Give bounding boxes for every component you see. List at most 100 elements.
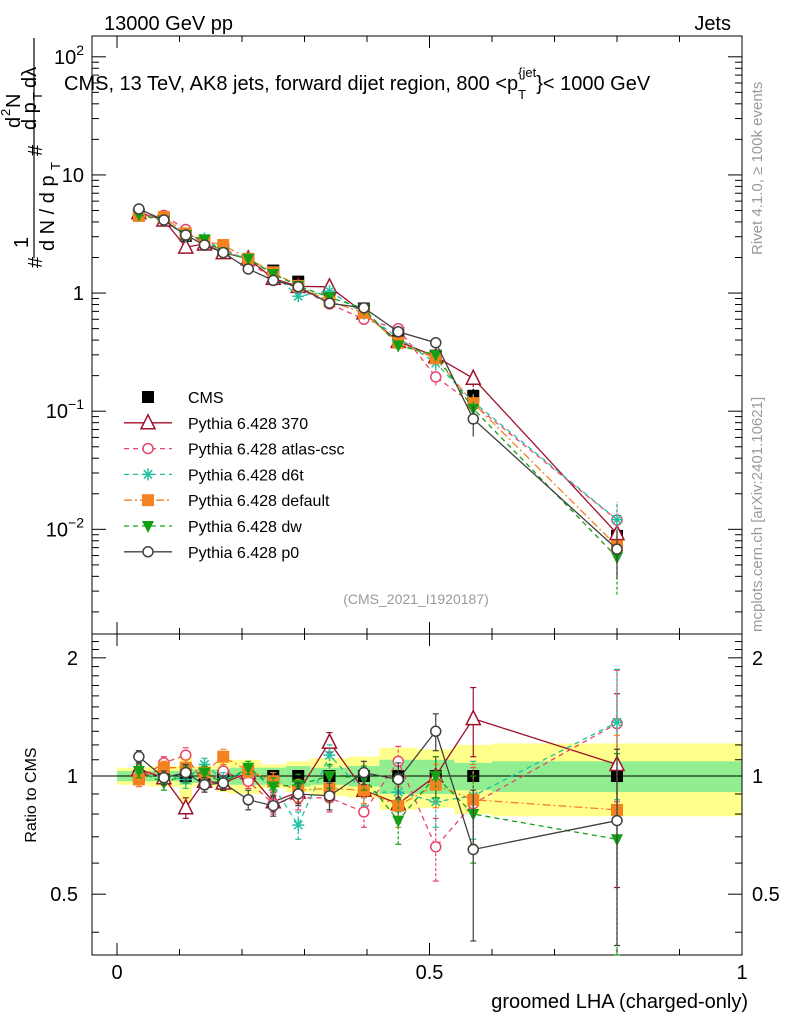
ratio-series bbox=[130, 668, 626, 956]
ratio-point bbox=[392, 799, 405, 812]
legend-label: CMS bbox=[188, 390, 224, 407]
data-point bbox=[358, 302, 370, 314]
ratio-point bbox=[323, 790, 336, 802]
x-tick-label: 1 bbox=[736, 962, 747, 984]
data-point bbox=[133, 203, 145, 215]
ratio-point bbox=[198, 779, 211, 791]
legend-item: Pythia 6.428 dw bbox=[124, 519, 302, 536]
ratio-point bbox=[392, 815, 405, 828]
ratio-point bbox=[180, 766, 192, 779]
data-point bbox=[430, 371, 442, 383]
svg-text:T: T bbox=[30, 92, 45, 100]
ratio-point bbox=[267, 799, 279, 812]
ratio-point bbox=[133, 750, 145, 763]
data-point bbox=[242, 253, 255, 266]
svg-text:N: N bbox=[3, 94, 25, 108]
x-tick-label: 0.5 bbox=[416, 962, 444, 984]
rivet-label: Rivet 4.1.0, ≥ 100k events bbox=[749, 82, 766, 255]
ratio-y-tick-label: 2 bbox=[67, 648, 78, 670]
ratio-y-tick-label-right: 1 bbox=[752, 766, 763, 788]
y-tick-label: 102 bbox=[54, 42, 84, 69]
legend-marker bbox=[143, 469, 153, 480]
ratio-point bbox=[430, 841, 442, 853]
legend-marker bbox=[142, 494, 154, 507]
mcplots-label: mcplots.cern.ch [arXiv:2401.10621] bbox=[749, 397, 766, 632]
svg-text:#: # bbox=[25, 144, 47, 156]
ratio-y-axis-label: Ratio to CMS bbox=[23, 747, 40, 842]
legend-marker bbox=[142, 391, 154, 403]
legend-label: Pythia 6.428 dw bbox=[188, 519, 302, 536]
data-point bbox=[392, 340, 405, 353]
data-point bbox=[392, 326, 404, 338]
data-point bbox=[292, 281, 304, 293]
svg-text:2: 2 bbox=[0, 109, 13, 116]
data-point bbox=[217, 246, 229, 259]
legend-marker bbox=[142, 521, 154, 533]
data-point bbox=[323, 297, 336, 309]
svg-text:1: 1 bbox=[11, 237, 33, 248]
header-left: 13000 GeV pp bbox=[104, 13, 233, 35]
ratio-line bbox=[138, 721, 618, 827]
axes: 0 0.5 1 10−2 10−1 1 10 102 0.5 0.5 1 1 2 2 bbox=[46, 35, 780, 984]
legend-item: Pythia 6.428 d6t bbox=[124, 467, 304, 484]
legend-item: Pythia 6.428 p0 bbox=[124, 545, 299, 562]
ratio-point bbox=[323, 771, 336, 784]
ratio-point bbox=[430, 725, 442, 738]
analysis-tag: (CMS_2021_I1920187) bbox=[343, 591, 489, 607]
svg-text:#: # bbox=[25, 256, 47, 268]
ratio-point bbox=[429, 778, 442, 791]
ratio-point bbox=[612, 717, 622, 728]
ratio-line bbox=[138, 723, 618, 849]
legend-item: Pythia 6.428 atlas-csc bbox=[124, 442, 345, 459]
ratio-point bbox=[267, 781, 280, 794]
legend-marker bbox=[142, 442, 154, 455]
data-point bbox=[430, 336, 442, 349]
main-series bbox=[130, 202, 626, 595]
svg-text:d: d bbox=[3, 117, 25, 128]
ratio-y-tick-label: 0.5 bbox=[50, 884, 78, 906]
data-point bbox=[198, 239, 211, 251]
ratio-point bbox=[392, 773, 404, 786]
data-point bbox=[429, 349, 442, 362]
legend-marker bbox=[139, 413, 157, 430]
ratio-series-pythia-6-428-p0 bbox=[133, 713, 623, 947]
svg-text:T: T bbox=[48, 162, 63, 170]
data-point bbox=[158, 214, 170, 226]
ratio-point bbox=[429, 771, 442, 784]
data-point bbox=[467, 413, 479, 425]
legend-label: Pythia 6.428 default bbox=[188, 493, 330, 510]
ratio-point bbox=[198, 767, 211, 780]
x-axis-label: groomed LHA (charged-only) bbox=[491, 991, 748, 1013]
legend-label: Pythia 6.428 d6t bbox=[188, 467, 304, 484]
svg-text:d N / d p: d N / d p bbox=[37, 175, 59, 251]
ratio-point bbox=[217, 777, 229, 789]
ratio-point bbox=[180, 749, 192, 761]
ratio-y-tick-label-right: 2 bbox=[752, 648, 763, 670]
ratio-point bbox=[324, 750, 335, 760]
data-point bbox=[612, 514, 622, 525]
series-line bbox=[138, 211, 618, 535]
main-y-axis-label: # 1 d N / d p T # d 2 N d p T dλ bbox=[0, 38, 63, 268]
ratio-point bbox=[242, 762, 255, 775]
y-tick-label: 1 bbox=[73, 283, 84, 305]
ratio-point bbox=[292, 788, 304, 800]
x-tick-label: 0 bbox=[111, 962, 122, 984]
ratio-point bbox=[293, 820, 303, 830]
ratio-point bbox=[611, 814, 623, 827]
ratio-y-tick-label-right: 0.5 bbox=[752, 884, 780, 906]
data-point bbox=[177, 237, 194, 254]
legend-label: Pythia 6.428 370 bbox=[188, 416, 308, 433]
header-right: Jets bbox=[694, 13, 731, 35]
ratio-point bbox=[132, 773, 145, 786]
ratio-point bbox=[132, 765, 145, 778]
legend: CMS Pythia 6.428 370 Pythia 6.428 atlas-cs… bbox=[124, 390, 345, 562]
legend-item: CMS bbox=[142, 390, 224, 407]
legend-label: Pythia 6.428 p0 bbox=[188, 545, 299, 562]
ratio-point bbox=[465, 708, 482, 726]
y-tick-label: 10−1 bbox=[46, 396, 84, 423]
svg-text:d p: d p bbox=[19, 102, 41, 130]
ratio-point bbox=[242, 794, 254, 806]
ratio-point bbox=[467, 843, 479, 856]
data-point bbox=[465, 368, 482, 386]
